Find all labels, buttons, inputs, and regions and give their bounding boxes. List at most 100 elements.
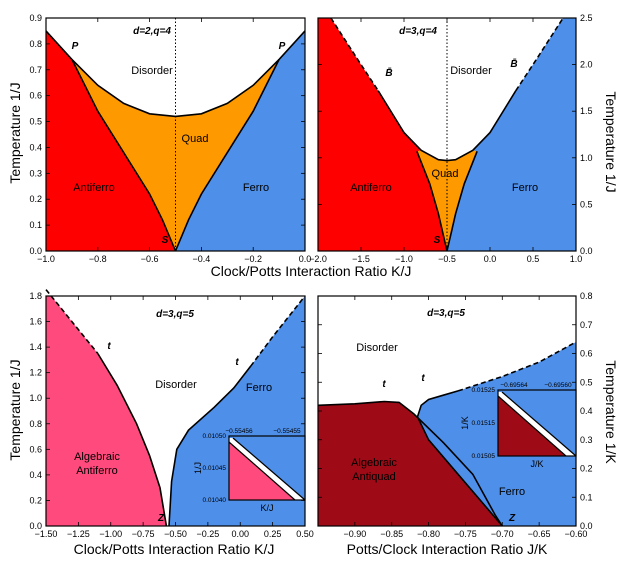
bl-ytick-label: 1.6	[29, 317, 42, 327]
br-inset-ytick-label: 0.01525	[472, 387, 496, 394]
tr-left-dashed-boundary-line	[330, 17, 379, 92]
br-ferro-label: Ferro	[499, 486, 525, 498]
bl-xtick-label: −0.50	[164, 529, 187, 539]
br-point-t-right: t	[421, 373, 425, 384]
tr-xtick-label: −1.0	[395, 254, 413, 264]
bl-point-t-right: t	[235, 357, 239, 368]
bl-inset-ylabel: 1/J	[193, 462, 203, 474]
bl-point-Z: Z	[157, 513, 165, 524]
title-bottom-right: d=3,q=5	[427, 308, 465, 319]
br-inset-frame	[497, 389, 577, 457]
tl-antiferro-region	[46, 30, 176, 252]
br-algebraic-antiquad-region	[318, 401, 503, 526]
tl-disorder-label: Disorder	[131, 65, 173, 77]
br-ytick-label: 0.5	[580, 377, 593, 387]
tl-xtick-label: −0.4	[193, 254, 211, 264]
tl-left-quad-boundary-line	[71, 59, 177, 252]
bl-ferro-solid-boundary-line	[168, 365, 252, 527]
br-xtick-label: −0.65	[528, 529, 551, 539]
tl-xtick-label: 0.0	[299, 254, 312, 264]
tl-point-P-right: P	[279, 41, 286, 52]
tr-point-Bbar-right: B̄	[510, 58, 517, 70]
tr-xtick-label: −2.0	[309, 254, 327, 264]
tl-ytick-label: 0.1	[29, 220, 42, 230]
tl-xtick-label: −0.6	[141, 254, 159, 264]
bl-ferro-label: Ferro	[246, 382, 272, 394]
tr-antiferro-region	[318, 18, 447, 251]
bl-ytick-label: 1.4	[29, 342, 42, 352]
tl-quad-label: Quad	[182, 133, 209, 145]
tr-xtick-label: 1.0	[570, 254, 583, 264]
br-xtick-label: −0.75	[454, 529, 477, 539]
bl-xtick-label: −1.25	[67, 529, 90, 539]
bl-inset-ytick-label: 0.01040	[203, 497, 227, 504]
bl-inset-upper-line	[232, 437, 306, 501]
tr-ferro-label: Ferro	[512, 182, 538, 194]
bl-inset: −0.55456 −0.55455 0.01040 0.01045 0.01050 K/J…	[193, 428, 306, 513]
bl-antiferro-label: Antiferro	[76, 465, 118, 477]
bl-xtick-label: −0.25	[196, 529, 219, 539]
tr-xtick-label: −0.5	[438, 254, 456, 264]
br-inset-upper-line	[501, 391, 577, 457]
bl-inset-xlabel: K/J	[260, 503, 273, 513]
ylabel-bottom-left: Temperature 1/J	[7, 359, 23, 460]
tr-ytick-label: 2.5	[580, 13, 593, 23]
panel-bottom-right: −0.90 −0.85 −0.80 −0.75 −0.70 −0.65 −0.600.0 0.…	[317, 291, 593, 539]
br-ytick-label: 0.3	[580, 435, 593, 445]
tr-right-quad-boundary-line	[446, 151, 478, 252]
br-xtick-label: −0.70	[491, 529, 514, 539]
br-inset-xtick-label: −0.69560	[544, 382, 572, 389]
bl-left-dashed-boundary-line	[45, 289, 99, 355]
br-inset-lower-line	[497, 395, 567, 457]
br-ytick-label: 0.2	[580, 464, 593, 474]
tr-xtick-label: 0.0	[484, 254, 497, 264]
bl-xtick-label: 0.25	[264, 529, 282, 539]
br-ytick-label: 0.7	[580, 320, 593, 330]
tl-ytick-label: 0.5	[29, 117, 42, 127]
tr-ferro-region	[447, 18, 576, 251]
br-ferro-solid-boundary-line	[416, 390, 503, 527]
tr-antiferro-label: Antiferro	[350, 182, 392, 194]
br-xtick-label: −0.60	[565, 529, 588, 539]
br-inset-xtick-label: −0.69564	[500, 382, 528, 389]
tr-xtick-label: −1.5	[352, 254, 370, 264]
br-ytick-label: 0.6	[580, 349, 593, 359]
tl-right-quad-boundary-line	[174, 59, 280, 252]
tr-left-solid-boundary-line	[377, 90, 448, 162]
tl-ytick-label: 0.2	[29, 194, 42, 204]
br-ytick-label: 0.8	[580, 291, 593, 301]
br-antiquad-boundary-line	[317, 400, 503, 527]
br-inset-xlabel: J/K	[530, 459, 543, 469]
tl-xtick-label: −0.2	[244, 254, 262, 264]
ylabel-bottom-right: Temperature 1/K	[603, 360, 619, 464]
br-xtick-label: −0.80	[417, 529, 440, 539]
tl-ferro-label: Ferro	[243, 182, 269, 194]
tl-xtick-label: −0.8	[89, 254, 107, 264]
tl-xtick-label: −1.0	[37, 254, 55, 264]
bl-xtick-label: −1.00	[99, 529, 122, 539]
title-top-left: d=2,q=4	[133, 26, 171, 37]
ylabel-top-left: Temperature 1/J	[7, 82, 23, 183]
bl-ytick-label: 0.8	[29, 419, 42, 429]
tl-ytick-label: 0.9	[29, 13, 42, 23]
tl-ytick-label: 0.8	[29, 39, 42, 49]
tr-ytick-label: 0.0	[580, 246, 593, 256]
bl-xtick-label: −0.75	[132, 529, 155, 539]
bl-inset-ytick-label: 0.01050	[203, 433, 227, 440]
bl-inset-frame	[228, 435, 306, 501]
br-point-t-left: t	[382, 379, 386, 390]
bl-ferro-dashed-boundary-line	[249, 295, 306, 367]
tr-ytick-label: 1.0	[580, 153, 593, 163]
br-ferro-dashed-boundary-line	[457, 341, 577, 392]
br-ytick-label: 0.0	[580, 521, 593, 531]
tr-quad-label: Quad	[432, 168, 459, 180]
bl-inset-ytick-label: 0.01045	[203, 465, 227, 472]
bl-xtick-label: 0.50	[296, 529, 314, 539]
br-disorder-label: Disorder	[356, 342, 398, 354]
br-inset-ylabel: 1/K	[460, 416, 470, 430]
bl-ytick-label: 0.2	[29, 495, 42, 505]
bl-ytick-label: 0.0	[29, 521, 42, 531]
tl-point-P-left: P	[72, 41, 79, 52]
bl-ytick-label: 1.0	[29, 393, 42, 403]
